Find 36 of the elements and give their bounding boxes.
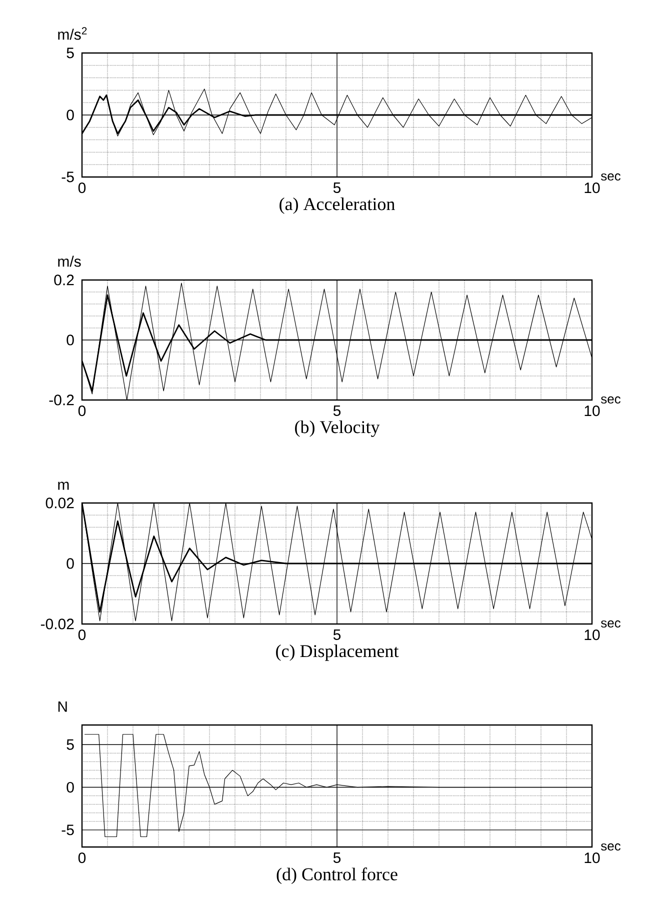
x-tick-label: 5 [333, 852, 341, 863]
x-tick-label: 5 [333, 630, 341, 640]
y-tick-label: 0 [66, 782, 74, 793]
y-tick-label: 0 [66, 110, 74, 120]
y-axis-title: m/s$^{2}$ [58, 27, 87, 40]
x-tick-label: 10 [584, 630, 600, 640]
y-axis-title: N [58, 701, 67, 712]
y-axis-title: m [58, 482, 69, 490]
text: (c) Displacement [276, 644, 399, 661]
x-axis-title: sec [600, 396, 621, 404]
y-tick-label: 0.2 [54, 274, 74, 286]
x-tick-label: 10 [584, 406, 600, 416]
y-tick-label: -0.2 [49, 394, 74, 406]
y-tick-label: 5 [66, 739, 74, 750]
y-tick-label: 0 [66, 334, 74, 346]
y-axis-title: m/s [58, 256, 81, 267]
y-tick-label: 5 [66, 48, 74, 58]
x-axis-title: sec [600, 173, 621, 181]
y-tick-label: -5 [62, 172, 74, 182]
y-tick-label: -5 [62, 824, 74, 836]
x-tick-label: 0 [78, 406, 86, 416]
x-tick-label: 10 [584, 182, 600, 194]
x-tick-label: 0 [78, 852, 86, 864]
x-axis-title: sec [600, 843, 621, 851]
x-tick-label: 0 [78, 182, 86, 194]
x-tick-label: 5 [333, 406, 341, 416]
x-axis-title: sec [600, 620, 621, 628]
text: (a) Acceleration [280, 198, 395, 214]
x-tick-label: 10 [584, 852, 600, 864]
text: (b) Velocity [295, 420, 380, 437]
text: (d) Control force [276, 868, 398, 884]
y-tick-label: 0.02 [46, 498, 74, 508]
y-tick-label: 0 [66, 558, 74, 569]
x-tick-label: 5 [333, 182, 341, 193]
x-tick-label: 0 [78, 630, 86, 640]
y-tick-label: -0.02 [40, 618, 74, 630]
